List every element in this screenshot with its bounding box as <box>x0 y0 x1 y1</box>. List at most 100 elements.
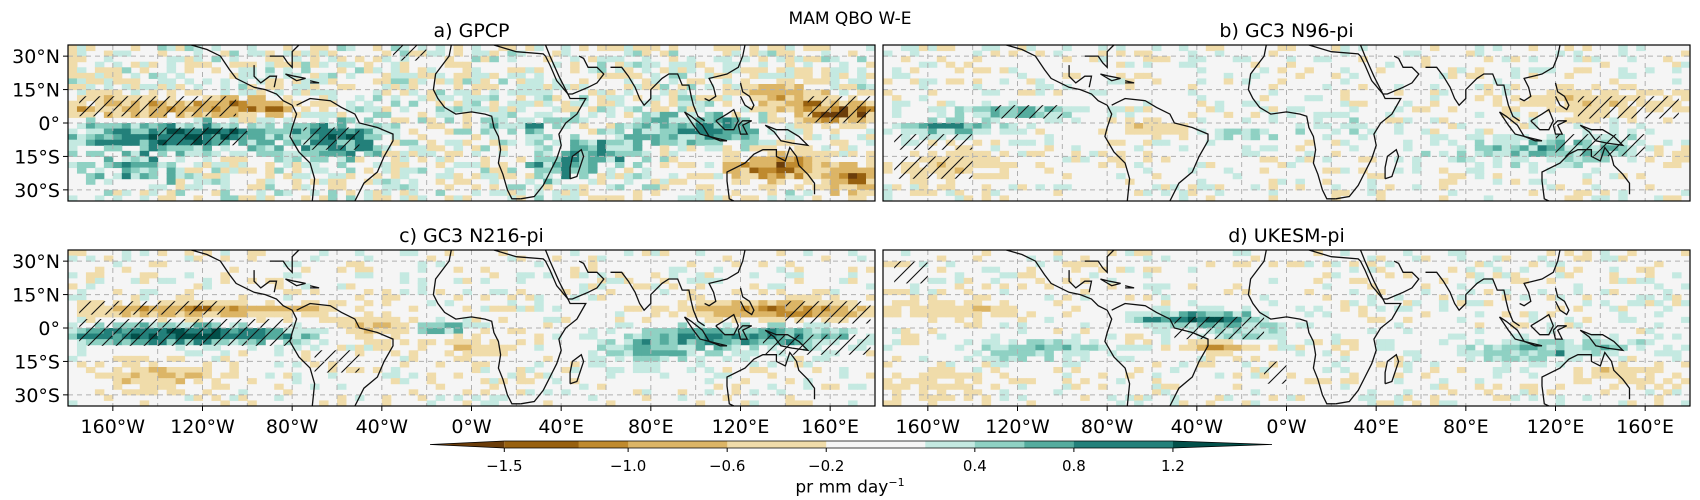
anomaly-cell <box>148 372 159 379</box>
anomaly-cell <box>1618 72 1628 79</box>
anomaly-cell <box>1080 261 1090 268</box>
anomaly-cell <box>525 100 535 107</box>
anomaly-cell <box>1250 134 1261 141</box>
anomaly-cell <box>390 378 401 385</box>
anomaly-cell <box>749 361 759 368</box>
anomaly-cell <box>274 350 284 357</box>
anomaly-cell <box>606 139 616 146</box>
anomaly-cell <box>471 361 481 368</box>
anomaly-cell <box>1187 61 1198 68</box>
anomaly-cell <box>1080 394 1090 401</box>
anomaly-cell <box>1403 328 1413 335</box>
anomaly-cell <box>972 84 983 91</box>
anomaly-cell <box>166 145 177 152</box>
anomaly-cell <box>1232 372 1243 379</box>
anomaly-cell <box>918 189 929 196</box>
anomaly-cell <box>767 139 777 146</box>
anomaly-cell <box>1250 184 1261 191</box>
anomaly-cell <box>265 167 275 174</box>
anomaly-cell <box>1134 311 1144 318</box>
anomaly-cell <box>1510 178 1521 185</box>
anomaly-cell <box>121 355 132 362</box>
anomaly-cell <box>337 61 347 68</box>
anomaly-cell <box>94 134 105 141</box>
anomaly-cell <box>1528 150 1539 157</box>
anomaly-cell <box>704 145 715 152</box>
anomaly-cell <box>435 361 446 368</box>
anomaly-cell <box>695 283 706 290</box>
anomaly-cell <box>1474 261 1485 268</box>
colorbar-segment <box>925 441 976 448</box>
anomaly-cell <box>130 372 141 379</box>
anomaly-cell <box>130 45 141 52</box>
anomaly-cell <box>1376 189 1386 196</box>
anomaly-cell <box>238 150 248 157</box>
anomaly-cell <box>363 178 374 185</box>
anomaly-cell <box>1160 128 1171 135</box>
anomaly-cell <box>435 72 446 79</box>
anomaly-cell <box>1537 139 1548 146</box>
anomaly-cell <box>945 128 956 135</box>
anomaly-cell <box>632 189 643 196</box>
anomaly-cell <box>812 322 822 329</box>
anomaly-cell <box>1062 45 1072 52</box>
anomaly-cell <box>686 277 697 284</box>
anomaly-cell <box>1152 361 1162 368</box>
anomaly-cell <box>803 250 813 257</box>
anomaly-cell <box>516 89 526 96</box>
anomaly-cell <box>1160 123 1171 130</box>
anomaly-cell <box>534 128 544 135</box>
anomaly-cell <box>1304 339 1314 346</box>
anomaly-cell <box>426 400 437 406</box>
anomaly-cell <box>292 89 302 96</box>
anomaly-cell <box>785 61 795 68</box>
anomaly-cell <box>588 150 598 157</box>
anomaly-cell <box>945 361 956 368</box>
anomaly-cell <box>1143 250 1153 257</box>
anomaly-cell <box>247 45 257 52</box>
anomaly-cell <box>1143 322 1153 329</box>
anomaly-cell <box>363 134 374 141</box>
anomaly-cell <box>1223 78 1234 85</box>
anomaly-cell <box>1214 305 1225 312</box>
significance-hatching <box>995 105 1063 119</box>
anomaly-cell <box>301 195 311 201</box>
anomaly-cell <box>1636 173 1646 180</box>
anomaly-cell <box>471 45 481 52</box>
anomaly-cell <box>1636 383 1646 390</box>
anomaly-cell <box>830 78 840 85</box>
anomaly-cell <box>399 89 410 96</box>
anomaly-cell <box>1026 272 1036 279</box>
anomaly-cell <box>1510 139 1521 146</box>
coastline <box>1523 135 1543 142</box>
anomaly-cell <box>1116 139 1126 146</box>
anomaly-cell <box>310 45 320 52</box>
anomaly-cell <box>918 394 929 401</box>
anomaly-cell <box>1349 106 1359 113</box>
anomaly-cell <box>677 72 688 79</box>
anomaly-cell <box>381 78 392 85</box>
anomaly-cell <box>121 78 132 85</box>
anomaly-cell <box>516 367 526 374</box>
anomaly-cell <box>220 78 230 85</box>
anomaly-cell <box>76 162 87 169</box>
anomaly-cell <box>148 367 159 374</box>
anomaly-cell <box>462 289 472 296</box>
anomaly-cell <box>363 272 374 279</box>
anomaly-cell <box>1098 266 1108 273</box>
anomaly-cell <box>1519 355 1530 362</box>
anomaly-cell <box>103 145 114 152</box>
anomaly-cell <box>372 173 383 180</box>
anomaly-cell <box>274 305 284 312</box>
anomaly-cell <box>247 134 257 141</box>
anomaly-cell <box>686 111 697 118</box>
anomaly-cell <box>848 266 858 273</box>
anomaly-cell <box>211 394 221 401</box>
anomaly-cell <box>1474 150 1485 157</box>
anomaly-cell <box>686 67 697 74</box>
anomaly-cell <box>453 128 464 135</box>
anomaly-cell <box>918 378 929 385</box>
anomaly-cell <box>785 72 795 79</box>
anomaly-cell <box>363 117 374 124</box>
anomaly-cell <box>417 394 428 401</box>
